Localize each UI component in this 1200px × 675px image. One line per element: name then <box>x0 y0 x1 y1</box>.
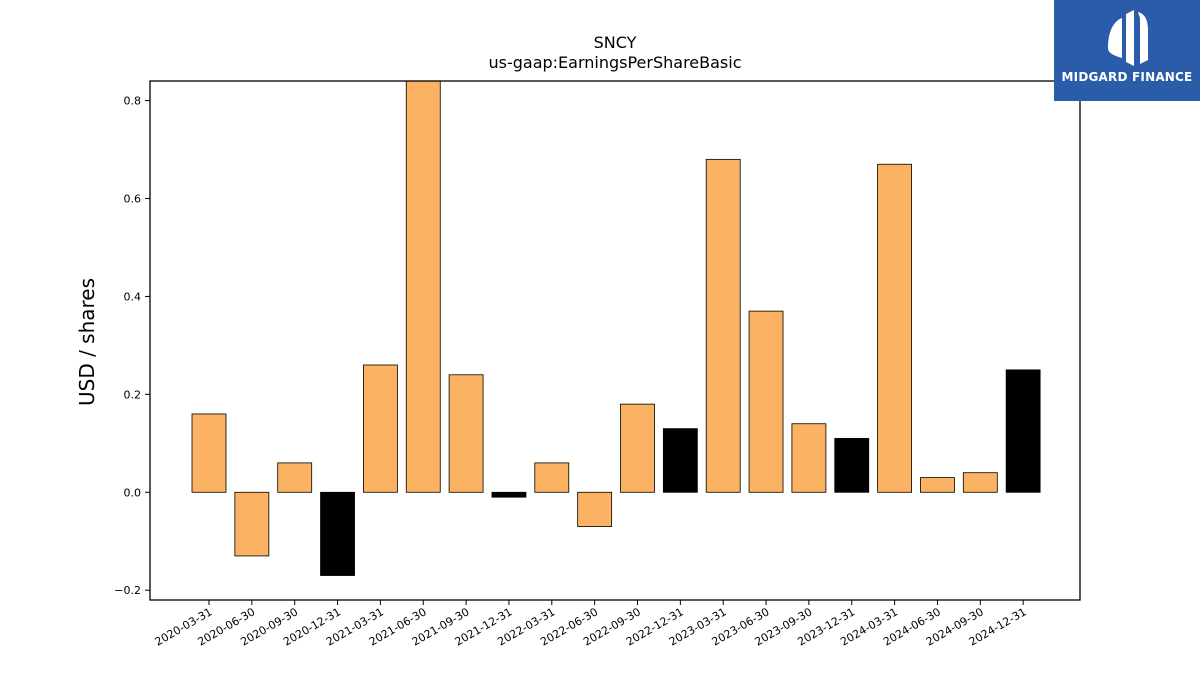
y-tick-label: −0.2 <box>114 584 141 597</box>
logo-text: MIDGARD FINANCE <box>1061 70 1193 84</box>
bar-2020-06-30 <box>234 491 270 557</box>
bar-2022-03-31 <box>534 462 570 493</box>
bar-2024-03-31 <box>877 163 912 493</box>
chart-title: SNCY <box>594 33 637 52</box>
y-tick-label: 0.4 <box>124 290 142 303</box>
plot-frame <box>149 80 1081 601</box>
bar-2020-03-31 <box>191 413 227 493</box>
bar-2021-09-30 <box>448 374 484 493</box>
y-axis-label: USD / shares <box>75 278 99 406</box>
bar-2020-12-31 <box>320 491 355 576</box>
y-tick-label: 0.6 <box>124 193 142 206</box>
bar-2023-06-30 <box>748 310 784 493</box>
bar-2022-06-30 <box>577 491 613 527</box>
bar-2021-03-31 <box>362 364 398 493</box>
y-tick-label: 0.0 <box>124 486 142 499</box>
bar-2021-06-30 <box>405 80 441 493</box>
bar-2023-09-30 <box>791 423 827 493</box>
bars-group <box>191 80 1041 576</box>
bar-2023-12-31 <box>834 438 870 493</box>
bar-2021-12-31 <box>491 491 527 498</box>
bar-2022-09-30 <box>620 403 655 493</box>
y-tick-label: 0.2 <box>124 388 142 401</box>
bar-2024-09-30 <box>962 472 998 493</box>
bar-2024-12-31 <box>1005 369 1041 493</box>
y-tick-label: 0.8 <box>124 95 142 108</box>
bar-2023-03-31 <box>705 158 741 493</box>
bar-2020-09-30 <box>277 462 313 493</box>
logo-mark-icon <box>1108 10 1148 66</box>
y-axis: −0.2 0.0 0.2 0.4 0.6 0.8 <box>114 95 150 597</box>
x-axis: 2020-03-312020-06-302020-09-302020-12-31… <box>153 600 1029 649</box>
chart-subtitle: us-gaap:EarningsPerShareBasic <box>488 53 741 72</box>
bar-2022-12-31 <box>662 428 698 493</box>
midgard-finance-logo: MIDGARD FINANCE <box>1054 0 1200 101</box>
bar-2024-06-30 <box>920 477 955 493</box>
